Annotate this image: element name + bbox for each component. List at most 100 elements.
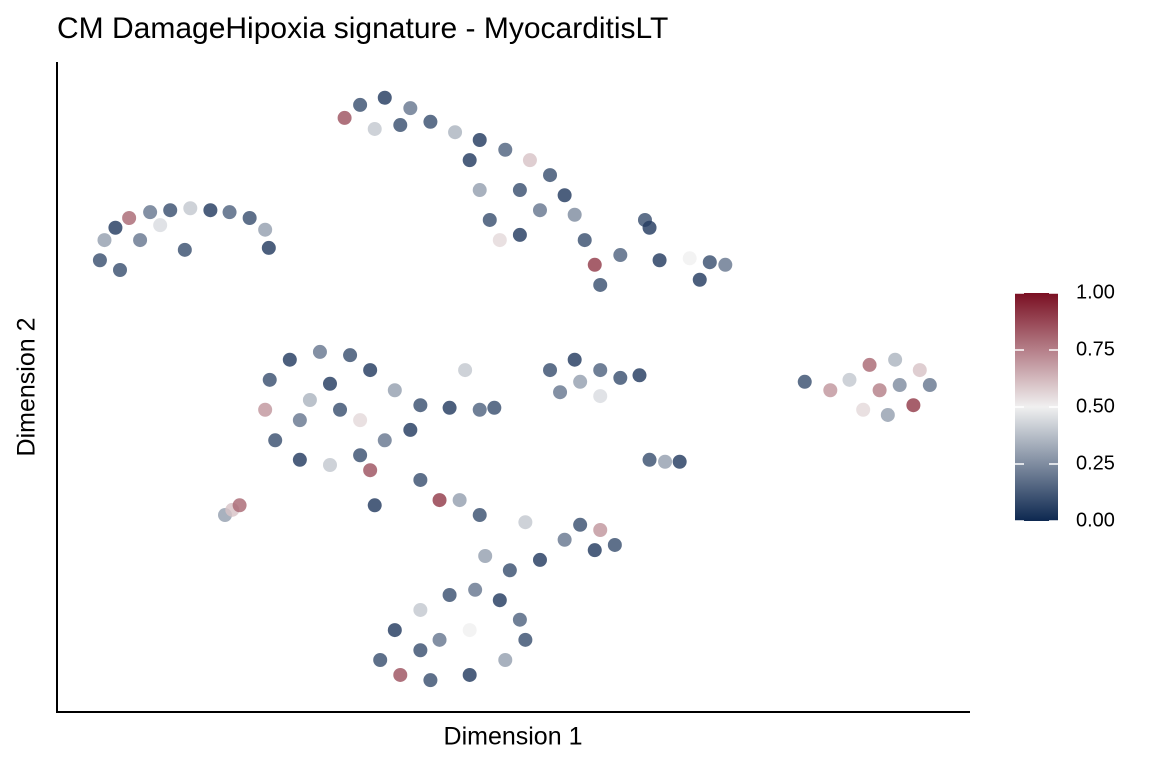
point [232,498,247,513]
point [498,653,513,667]
point [413,602,428,617]
point [143,205,158,220]
point [462,667,477,682]
point [593,277,608,292]
point [472,183,487,198]
point [302,393,317,407]
point [92,253,107,268]
point [593,389,608,404]
point [512,183,527,198]
point [292,452,307,467]
point [642,452,657,467]
point [367,498,382,513]
point [322,458,337,472]
point [322,376,337,391]
point [258,222,273,237]
point [532,203,547,218]
point [862,357,877,372]
point [367,121,382,136]
point [373,653,388,667]
point [567,207,582,222]
point [458,363,473,378]
point [718,257,733,272]
point [482,212,497,227]
colorbar-tick-label: 0.00 [1076,509,1115,531]
point [502,563,517,578]
point [522,153,537,168]
point [892,378,907,393]
point [512,612,527,627]
point [607,537,622,552]
point [333,402,348,417]
point [573,517,588,532]
point [393,118,408,133]
point [518,632,533,647]
point [543,168,558,183]
point [122,211,137,225]
point [587,257,602,272]
point [797,374,812,389]
point [177,242,192,257]
point [593,363,608,378]
point [872,383,887,398]
point [163,203,178,218]
point [587,543,602,558]
point [423,673,438,688]
point [462,153,477,168]
point [282,352,297,367]
point [880,407,895,422]
point [393,667,408,682]
point [922,378,937,393]
colorbar-tick-label: 0.25 [1076,452,1115,474]
point [692,272,707,287]
point [912,363,927,378]
point [823,383,838,398]
x-axis-label: Dimension 1 [444,723,583,751]
point [413,472,428,487]
point [856,402,871,417]
point [432,632,447,647]
point [577,233,592,248]
y-axis-label: Dimension 2 [13,318,41,457]
point [377,433,392,448]
point [557,532,572,547]
point [512,227,527,242]
point [262,372,277,387]
point [613,248,628,263]
point [682,251,697,266]
point [468,582,483,597]
point [363,363,378,378]
point [573,374,588,389]
point [672,454,687,469]
point [553,385,568,400]
points [92,90,937,688]
point [472,133,487,147]
point [593,523,608,537]
point [413,643,428,658]
point [652,253,667,268]
point [498,142,513,157]
point [518,515,533,530]
point [478,549,493,563]
point [413,398,428,413]
point [492,233,507,248]
point [363,463,378,478]
point [632,368,647,383]
point [268,433,283,448]
point [312,344,327,359]
point [487,400,502,415]
point [133,233,148,248]
point [888,352,903,367]
point [532,552,547,567]
point [557,188,572,203]
point [842,372,857,387]
point [423,114,438,129]
point [97,233,112,248]
point [403,422,418,437]
point [343,348,358,363]
point [642,220,657,235]
point [472,402,487,417]
point [337,110,352,125]
point [258,402,273,417]
point [353,448,368,463]
